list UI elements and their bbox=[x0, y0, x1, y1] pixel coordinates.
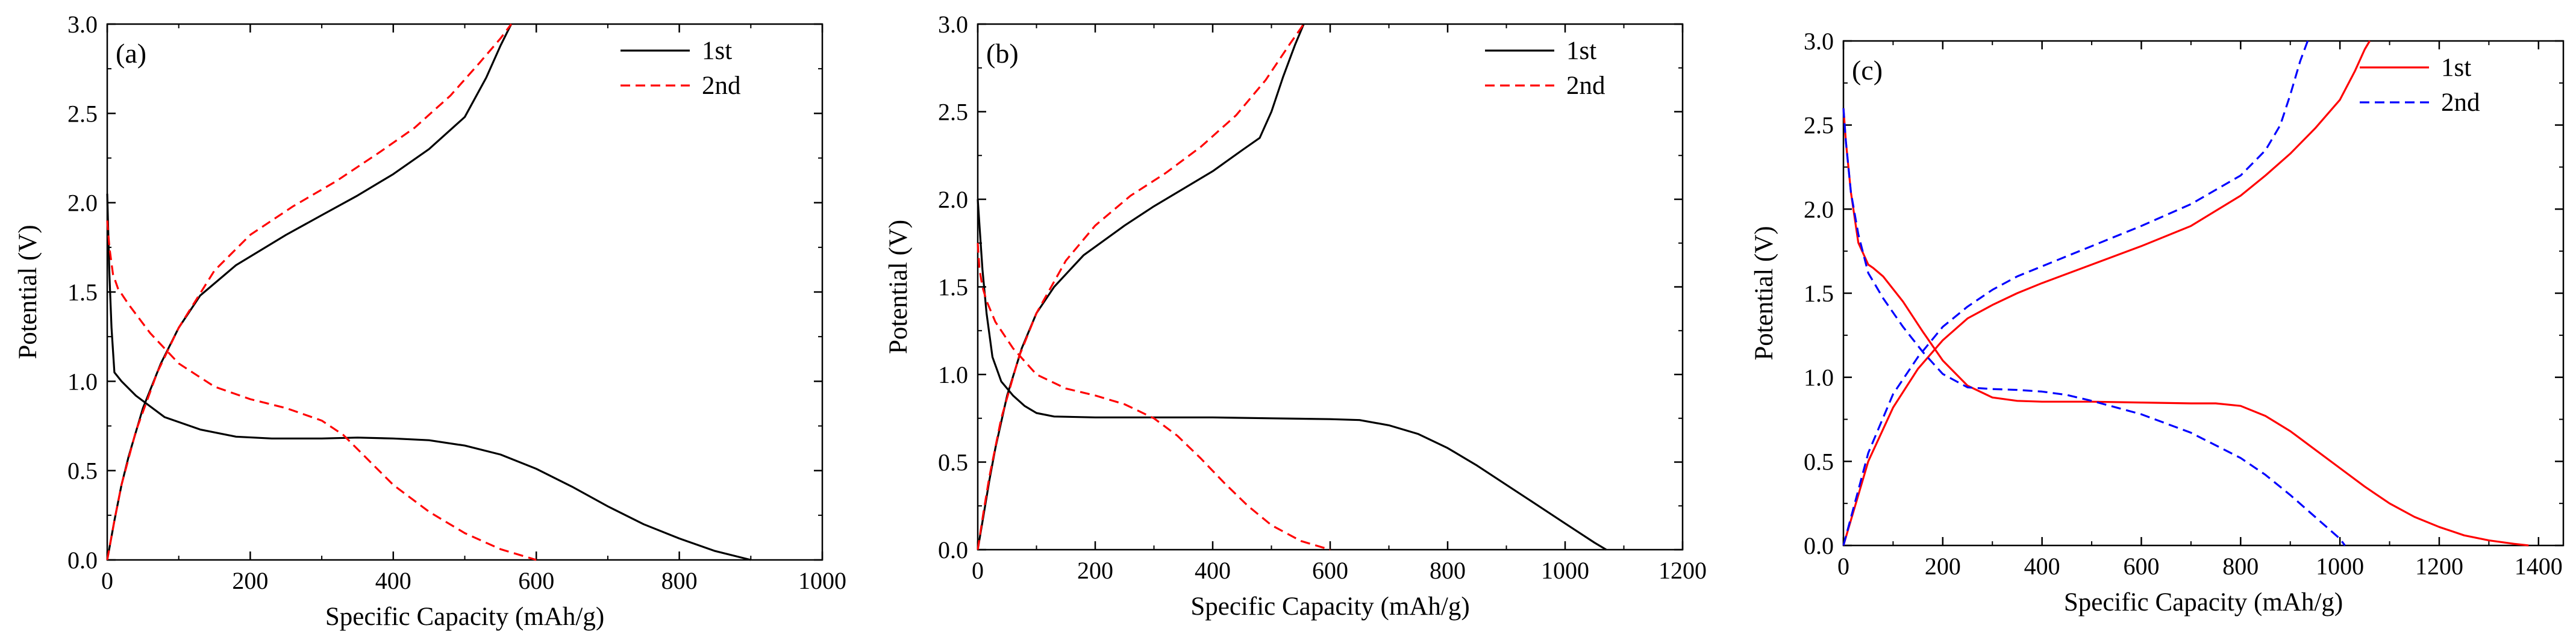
y-axis-title: Potential (V) bbox=[14, 225, 42, 359]
y-tick-label: 1.5 bbox=[938, 274, 968, 301]
x-tick-label: 400 bbox=[2024, 553, 2060, 580]
legend: 1st 2nd bbox=[2360, 54, 2480, 117]
series-1st-discharge-line bbox=[1842, 108, 2529, 547]
legend-label-2nd: 2nd bbox=[702, 72, 741, 100]
y-tick-label: 3.0 bbox=[67, 11, 98, 38]
x-tick-label: 1200 bbox=[1658, 557, 1707, 584]
x-tick-label: 1000 bbox=[798, 567, 846, 594]
legend-label-2nd: 2nd bbox=[1566, 72, 1605, 100]
y-axis-title: Potential (V) bbox=[884, 220, 913, 354]
x-tick-label: 200 bbox=[1925, 553, 1961, 580]
curves bbox=[106, 23, 751, 561]
y-tick-label: 2.5 bbox=[1804, 112, 1834, 139]
legend: 1st 2nd bbox=[621, 37, 741, 100]
y-tick-label: 2.5 bbox=[938, 99, 968, 126]
x-tick-label: 1000 bbox=[1541, 557, 1589, 584]
curves bbox=[977, 23, 1607, 551]
x-tick-label: 600 bbox=[518, 567, 554, 594]
panel-label: (a) bbox=[116, 38, 146, 69]
y-tick-label: 1.0 bbox=[67, 368, 98, 395]
x-tick-label: 400 bbox=[1195, 557, 1231, 584]
legend-label-1st: 1st bbox=[1566, 37, 1596, 65]
legend-label-2nd: 2nd bbox=[2441, 89, 2480, 117]
x-tick-label: 600 bbox=[1312, 557, 1348, 584]
x-tick-label: 1400 bbox=[2515, 553, 2563, 580]
series-2nd-discharge-line bbox=[1842, 108, 2346, 546]
series-2nd-charge-line bbox=[1842, 40, 2309, 546]
panel-a: 0 200 400 600 800 1000 0.0 0.5 1.0 1.5 2.0 2.5 3.0 (… bbox=[14, 11, 846, 631]
y-tick-label: 2.0 bbox=[1804, 196, 1834, 223]
series-2nd-discharge-line bbox=[106, 220, 537, 561]
series-1st-discharge-line bbox=[106, 193, 751, 561]
panel-label: (c) bbox=[1852, 55, 1883, 85]
x-tick-label: 1000 bbox=[2316, 553, 2364, 580]
x-tick-label: 800 bbox=[1430, 557, 1466, 584]
y-tick-label: 0.0 bbox=[1804, 532, 1834, 559]
series-1st-discharge-line bbox=[977, 199, 1607, 551]
series-2nd-discharge-line bbox=[977, 243, 1331, 551]
legend: 1st 2nd bbox=[1485, 37, 1605, 100]
curves bbox=[1842, 40, 2529, 547]
y-tick-label: 1.0 bbox=[1804, 364, 1834, 391]
y-tick-label: 3.0 bbox=[938, 11, 968, 38]
panel-b: 0 200 400 600 800 1000 1200 0.0 0.5 1.0 1.5 2.0 2.5 3… bbox=[884, 11, 1707, 621]
panel-c: 0 200 400 600 800 1000 1200 1400 0.0 0.5 1.0 1.5 2.0… bbox=[1750, 28, 2565, 617]
x-tick-label: 600 bbox=[2123, 553, 2159, 580]
y-tick-label: 2.5 bbox=[67, 100, 98, 127]
y-tick-label: 0.0 bbox=[67, 547, 98, 574]
x-axis-title: Specific Capacity (mAh/g) bbox=[1190, 592, 1469, 621]
x-tick-label: 400 bbox=[375, 567, 411, 594]
x-tick-label: 0 bbox=[972, 557, 984, 584]
x-tick-label: 800 bbox=[661, 567, 698, 594]
legend-label-1st: 1st bbox=[2441, 54, 2471, 82]
y-tick-label: 2.0 bbox=[67, 190, 98, 217]
axis-ticks: 0 200 400 600 800 1000 1200 1400 0.0 0.5 1.0 1.5 2.0… bbox=[1804, 28, 2563, 580]
y-tick-label: 1.5 bbox=[1804, 280, 1834, 307]
x-axis-title: Specific Capacity (mAh/g) bbox=[2064, 588, 2343, 617]
x-tick-label: 800 bbox=[2222, 553, 2259, 580]
axis-ticks: 0 200 400 600 800 1000 1200 0.0 0.5 1.0 1.5 2.0 2.5 3… bbox=[938, 11, 1707, 584]
panel-label: (b) bbox=[986, 38, 1019, 69]
y-tick-label: 2.0 bbox=[938, 186, 968, 213]
x-tick-label: 0 bbox=[1837, 553, 1849, 580]
series-1st-charge-line bbox=[977, 23, 1305, 550]
y-tick-label: 0.0 bbox=[938, 536, 968, 564]
y-tick-label: 0.5 bbox=[67, 458, 98, 485]
axis-ticks: 0 200 400 600 800 1000 0.0 0.5 1.0 1.5 2.0 2.5 3.0 bbox=[67, 11, 846, 594]
y-tick-label: 0.5 bbox=[1804, 448, 1834, 475]
x-tick-label: 1200 bbox=[2415, 553, 2463, 580]
x-tick-label: 200 bbox=[1077, 557, 1113, 584]
y-axis-title: Potential (V) bbox=[1750, 226, 1778, 360]
x-tick-label: 200 bbox=[232, 567, 268, 594]
y-tick-label: 1.0 bbox=[938, 361, 968, 388]
y-tick-label: 1.5 bbox=[67, 279, 98, 306]
x-tick-label: 0 bbox=[101, 567, 113, 594]
y-tick-label: 3.0 bbox=[1804, 28, 1834, 55]
y-tick-label: 0.5 bbox=[938, 449, 968, 476]
series-1st-charge-line bbox=[1842, 40, 2371, 546]
x-axis-title: Specific Capacity (mAh/g) bbox=[325, 603, 604, 631]
legend-label-1st: 1st bbox=[702, 37, 732, 65]
series-2nd-charge-line bbox=[977, 23, 1305, 550]
